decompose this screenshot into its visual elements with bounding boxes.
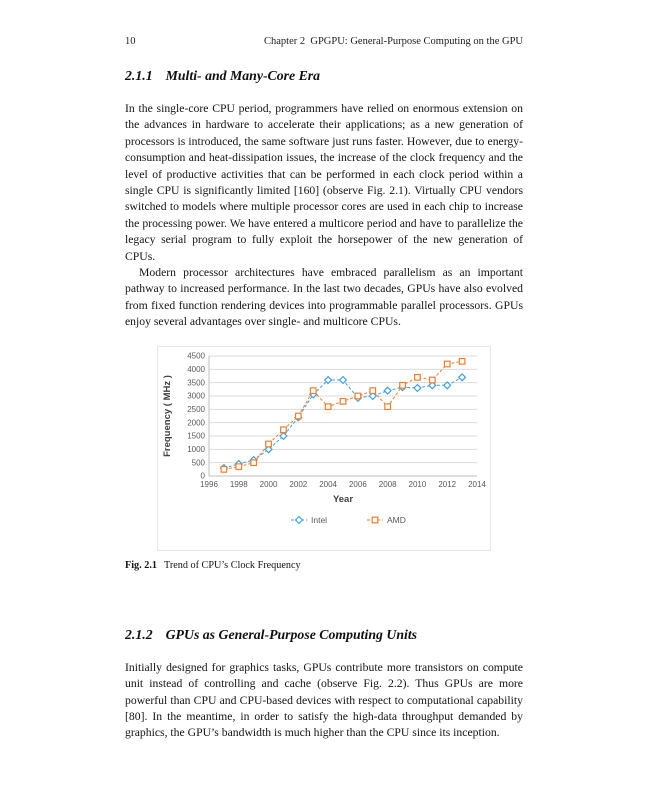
svg-text:AMD: AMD: [387, 515, 406, 525]
running-title: Chapter 2 GPGPU: General-Purpose Computi…: [264, 36, 523, 47]
svg-text:1996: 1996: [200, 480, 218, 489]
svg-text:1000: 1000: [187, 445, 205, 454]
svg-text:2006: 2006: [349, 480, 367, 489]
section-heading-2-1-1: 2.1.1 Multi- and Many-Core Era: [125, 68, 523, 84]
figure-caption: Fig. 2.1 Trend of CPU’s Clock Frequency: [125, 560, 523, 571]
svg-text:2004: 2004: [319, 480, 337, 489]
svg-text:500: 500: [192, 458, 206, 467]
page-content: 10 Chapter 2 GPGPU: General-Purpose Comp…: [125, 36, 523, 742]
svg-text:3000: 3000: [187, 391, 205, 400]
svg-text:2002: 2002: [289, 480, 307, 489]
svg-text:0: 0: [201, 471, 206, 480]
section-number: 2.1.2: [125, 626, 153, 642]
section-title: Multi- and Many-Core Era: [165, 68, 321, 83]
svg-text:1998: 1998: [230, 480, 248, 489]
svg-text:4500: 4500: [187, 351, 205, 360]
figure-2-1: 0 500 1000 1500 2000 2500 3000 3500 4000 4500 1996…: [157, 345, 491, 551]
section-title: GPUs as General-Purpose Computing Units: [165, 626, 418, 642]
section-number: 2.1.1: [125, 68, 153, 83]
page-header: 10 Chapter 2 GPGPU: General-Purpose Comp…: [125, 36, 523, 47]
svg-text:2008: 2008: [379, 480, 397, 489]
svg-text:4000: 4000: [187, 365, 205, 374]
svg-text:2014: 2014: [468, 480, 486, 489]
svg-text:2012: 2012: [438, 480, 456, 489]
clock-frequency-chart: 0 500 1000 1500 2000 2500 3000 3500 4000 4500 1996…: [162, 351, 486, 525]
figure-caption-label: Fig. 2.1: [125, 559, 157, 571]
figure-caption-text: Trend of CPU’s Clock Frequency: [163, 559, 301, 571]
svg-text:Frequency ( MHz ): Frequency ( MHz ): [162, 375, 173, 457]
svg-text:2010: 2010: [409, 480, 427, 489]
svg-text:Intel: Intel: [311, 515, 327, 525]
section-heading-2-1-2: 2.1.2 GPUs as General-Purpose Computing …: [125, 627, 523, 643]
svg-text:Year: Year: [333, 494, 353, 505]
paragraph: In the single-core CPU period, programme…: [125, 102, 523, 263]
svg-text:2500: 2500: [187, 405, 205, 414]
paragraph: Modern processor architectures have embr…: [125, 266, 523, 329]
paragraph: Initially designed for graphics tasks, G…: [125, 660, 523, 740]
svg-text:2000: 2000: [187, 418, 205, 427]
page-number: 10: [125, 36, 136, 47]
svg-text:3500: 3500: [187, 378, 205, 387]
svg-text:1500: 1500: [187, 431, 205, 440]
svg-text:2000: 2000: [260, 480, 278, 489]
